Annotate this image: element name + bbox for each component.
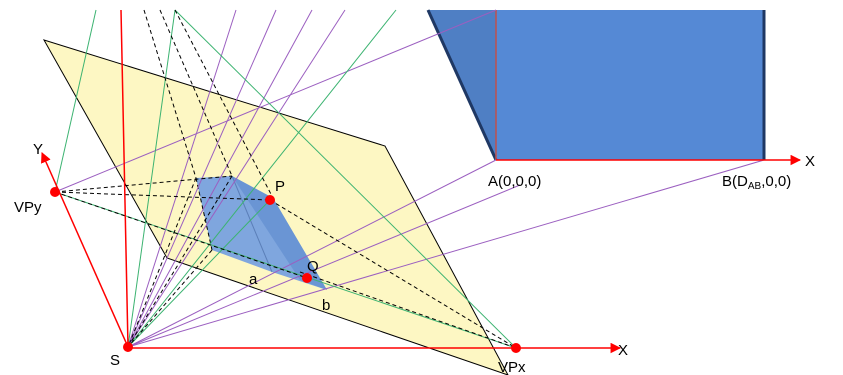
label-point-B-prefix: B(D xyxy=(722,173,748,190)
projected-face-dark xyxy=(232,176,327,290)
purple-rays xyxy=(54,9,765,348)
label-point-B: B(DAB,0,0) xyxy=(722,173,791,192)
point-vpx xyxy=(511,343,521,353)
label-y-axis: Y xyxy=(33,141,43,158)
points xyxy=(50,187,521,353)
red-vertical-ray xyxy=(120,9,129,348)
label-vpx: VPx xyxy=(498,359,526,375)
label-p: P xyxy=(275,178,285,195)
label-point-B-suffix: ,0,0) xyxy=(761,173,791,190)
red-axes xyxy=(41,9,802,354)
green-lines xyxy=(54,9,517,349)
box-front-face xyxy=(496,10,764,160)
axis-y-left xyxy=(41,152,129,348)
point-vpy xyxy=(50,187,60,197)
label-q: Q xyxy=(307,258,319,275)
label-s: S xyxy=(110,352,120,369)
label-point-A: A(0,0,0) xyxy=(488,173,541,190)
label-vpy: VPy xyxy=(14,199,42,216)
label-x-axis-right: X xyxy=(805,153,815,170)
dashed-lines xyxy=(54,9,517,349)
label-a-lower: a xyxy=(249,271,258,288)
point-q xyxy=(302,273,312,283)
label-x-axis-bottom: X xyxy=(618,342,628,359)
projected-outline-dashed xyxy=(195,177,213,251)
point-p xyxy=(265,195,275,205)
box-slant-edge xyxy=(426,9,498,161)
projected-inner-edge xyxy=(231,175,273,273)
label-point-B-sub: AB xyxy=(748,181,762,192)
point-s xyxy=(123,342,133,352)
label-b-lower: b xyxy=(322,297,330,314)
